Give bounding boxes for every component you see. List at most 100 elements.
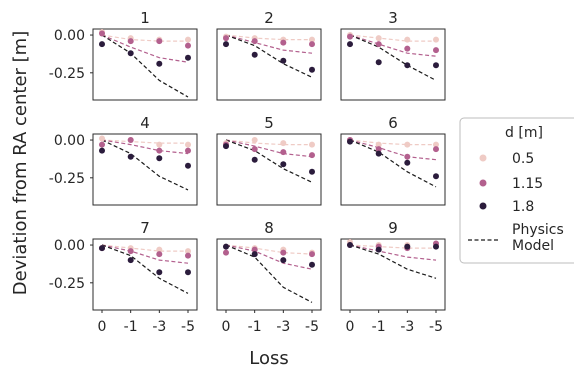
model-line-d1.15 xyxy=(225,139,313,158)
data-point-d1.8 xyxy=(347,41,353,48)
panel-title: 1 xyxy=(140,9,150,27)
data-point-d1.8 xyxy=(404,243,411,250)
model-line-d1.15 xyxy=(101,139,189,155)
model-line-d0.5 xyxy=(349,34,436,42)
panel-4: 4 0.00 -0.25 xyxy=(49,114,198,206)
data-point-d0.5 xyxy=(309,36,315,43)
data-point-d1.8 xyxy=(156,60,163,67)
data-point-d1.15 xyxy=(156,147,163,154)
panel-1: 1 0.00 -0.25 xyxy=(49,9,198,101)
data-point-d1.15 xyxy=(280,149,287,156)
data-point-d1.15 xyxy=(156,38,163,45)
panel-title: 2 xyxy=(264,9,274,27)
data-point-d1.8 xyxy=(280,161,287,168)
y-tick-label: 0.00 xyxy=(54,133,85,149)
model-line-d0.5 xyxy=(101,34,188,42)
data-point-d0.5 xyxy=(185,248,191,255)
data-point-d1.8 xyxy=(375,59,382,66)
data-point-d1.15 xyxy=(251,38,258,45)
model-line-d0.5 xyxy=(101,244,188,252)
panel-grid: 10.00-0.252 340.00-0.255 670.00-0.250 -1 -3-… xyxy=(49,9,446,335)
data-point-d1.8 xyxy=(251,251,258,258)
data-point-d1.8 xyxy=(404,159,411,166)
data-point-d1.15 xyxy=(375,41,382,48)
legend-label: 0.5 xyxy=(512,151,534,167)
panel-axes-frame xyxy=(340,238,446,311)
data-point-d1.15 xyxy=(185,252,191,259)
data-point-d1.15 xyxy=(309,152,315,159)
panel-9: 9 0 -1 -3 -5 xyxy=(340,219,446,335)
panel-axes-frame xyxy=(340,133,446,206)
data-point-d1.15 xyxy=(251,146,258,153)
data-point-d0.5 xyxy=(185,36,191,43)
model-line-d1.8 xyxy=(225,244,313,303)
model-line-d0.5 xyxy=(101,139,188,144)
data-point-d1.15 xyxy=(280,39,287,46)
x-tick-label: -1 xyxy=(124,319,138,335)
legend-marker-d1.8 xyxy=(479,202,487,210)
data-point-d0.5 xyxy=(156,141,163,148)
data-point-d1.15 xyxy=(404,45,411,52)
y-tick-label: 0.00 xyxy=(54,28,85,44)
model-line-d1.15 xyxy=(101,244,189,264)
data-point-d1.8 xyxy=(223,143,229,150)
data-point-d1.8 xyxy=(433,243,439,250)
panel-title: 4 xyxy=(140,114,150,132)
legend-label: 1.8 xyxy=(512,199,534,215)
model-line-d1.8 xyxy=(349,244,437,279)
data-point-d1.8 xyxy=(127,153,134,160)
data-point-d0.5 xyxy=(375,35,382,42)
data-point-d1.8 xyxy=(156,269,163,276)
model-line-d1.15 xyxy=(101,34,189,63)
x-tick-label: -5 xyxy=(429,319,443,335)
data-point-d1.8 xyxy=(251,51,258,58)
data-point-d0.5 xyxy=(185,141,191,148)
legend-marker-d0.5 xyxy=(479,154,487,162)
data-point-d1.15 xyxy=(280,249,287,256)
data-point-d1.8 xyxy=(99,147,105,154)
x-tick-label: -1 xyxy=(248,319,262,335)
data-point-d1.15 xyxy=(309,251,315,258)
data-point-d1.15 xyxy=(185,42,191,49)
panel-axes-frame xyxy=(216,238,322,311)
legend-frame xyxy=(459,117,574,264)
panel-6: 6 xyxy=(340,114,446,206)
legend-title: d [m] xyxy=(505,125,543,141)
y-tick-label: -0.25 xyxy=(49,276,85,292)
panel-axes-frame xyxy=(92,133,198,206)
data-point-d1.15 xyxy=(99,141,105,148)
panel-3: 3 xyxy=(340,9,446,101)
data-point-d1.15 xyxy=(185,147,191,154)
y-tick-label: -0.25 xyxy=(49,171,85,187)
data-point-d1.8 xyxy=(347,138,353,145)
data-point-d1.8 xyxy=(280,57,287,64)
model-line-d1.15 xyxy=(349,244,437,261)
model-line-d1.8 xyxy=(349,34,437,81)
data-point-d1.8 xyxy=(375,246,382,253)
data-point-d0.5 xyxy=(309,141,315,148)
model-line-d0.5 xyxy=(225,139,312,146)
y-axis-label: Deviation from RA center [m] xyxy=(10,31,31,295)
data-point-d1.15 xyxy=(127,137,134,143)
data-point-d0.5 xyxy=(433,36,439,43)
panel-axes-frame xyxy=(216,133,322,206)
model-line-d1.15 xyxy=(349,34,437,57)
data-point-d1.8 xyxy=(309,168,315,175)
panel-5: 5 xyxy=(216,114,322,206)
panel-title: 6 xyxy=(388,114,398,132)
data-point-d1.15 xyxy=(127,38,134,45)
y-tick-label: -0.25 xyxy=(49,66,85,82)
x-tick-label: -3 xyxy=(276,319,290,335)
x-tick-label: -3 xyxy=(152,319,166,335)
data-point-d0.5 xyxy=(251,137,258,143)
legend-label: Model xyxy=(512,238,554,254)
data-point-d0.5 xyxy=(404,141,411,148)
data-point-d1.15 xyxy=(223,249,229,256)
x-tick-label: -5 xyxy=(181,319,195,335)
data-point-d1.15 xyxy=(99,30,105,37)
data-point-d1.8 xyxy=(251,156,258,163)
x-tick-label: 0 xyxy=(98,319,107,335)
data-point-d1.8 xyxy=(127,257,134,264)
data-point-d1.8 xyxy=(309,261,315,268)
